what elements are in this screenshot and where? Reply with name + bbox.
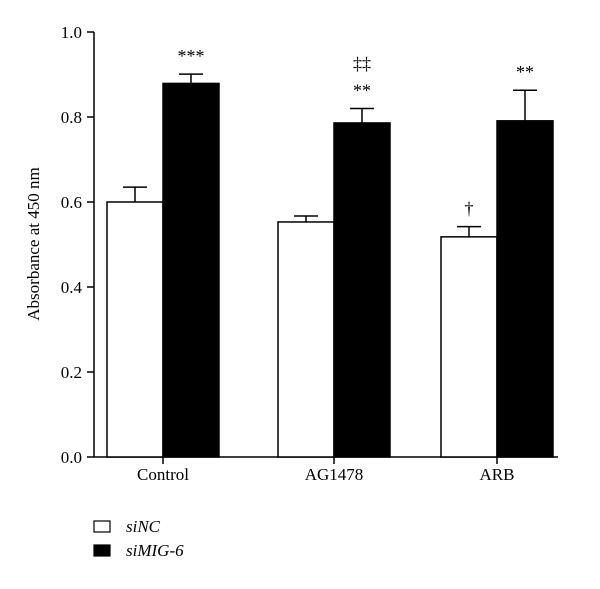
legend: siNC siMIG-6 bbox=[93, 517, 184, 560]
bar-simig-6 bbox=[162, 82, 220, 458]
y-tick-label: 1.0 bbox=[61, 23, 82, 42]
y-tick-label: 0.6 bbox=[61, 193, 82, 212]
y-tick-label: 0.4 bbox=[61, 278, 83, 297]
bar-sinc bbox=[277, 221, 335, 458]
bar-sinc bbox=[440, 236, 498, 458]
bar-sinc bbox=[106, 201, 164, 458]
legend-swatch bbox=[93, 544, 111, 557]
legend-swatch bbox=[93, 520, 111, 533]
x-tick-label: AG1478 bbox=[305, 465, 364, 484]
significance-marker: *** bbox=[178, 46, 205, 66]
legend-label: siMIG-6 bbox=[126, 541, 184, 560]
bar-simig-6 bbox=[496, 120, 554, 458]
significance-marker: ** bbox=[353, 81, 371, 101]
y-tick-label: 0.0 bbox=[61, 448, 82, 467]
y-tick-label: 0.8 bbox=[61, 108, 82, 127]
y-axis-title: Absorbance at 450 nm bbox=[24, 167, 43, 320]
x-tick-label: Control bbox=[137, 465, 189, 484]
x-tick-label: ARB bbox=[480, 465, 515, 484]
y-tick-label: 0.2 bbox=[61, 363, 82, 382]
significance-marker: ** bbox=[516, 62, 534, 82]
significance-marker: † bbox=[465, 199, 474, 219]
legend-label: siNC bbox=[126, 517, 161, 536]
bar-simig-6 bbox=[333, 122, 391, 458]
significance-marker: ‡‡ bbox=[353, 54, 371, 74]
